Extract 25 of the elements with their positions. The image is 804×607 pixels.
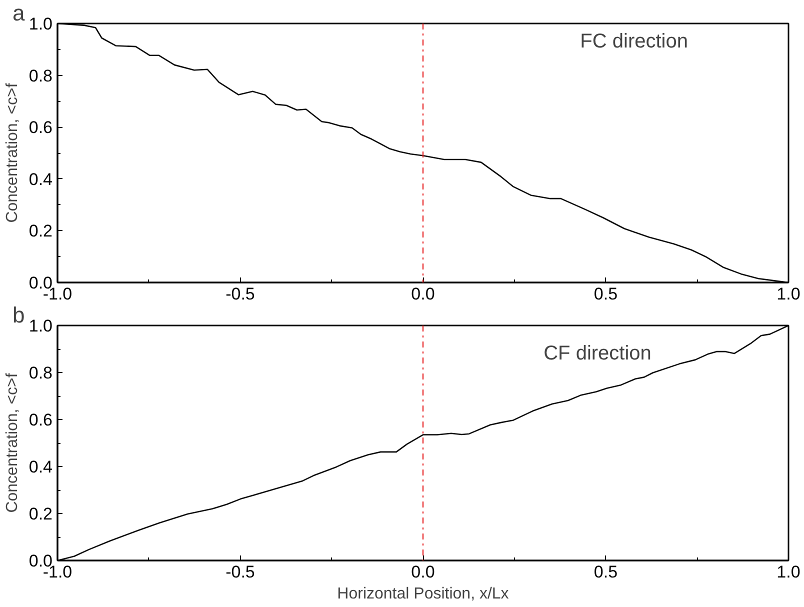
y-tick-label: 0.8 — [28, 66, 53, 86]
y-tick-label: 0.4 — [28, 458, 53, 476]
y-tick-label: 1.0 — [28, 316, 53, 336]
chart-title: b — [12, 302, 25, 328]
annotation: FC direction — [580, 30, 688, 53]
annotation: CF direction — [544, 342, 652, 365]
chart-title: a — [12, 0, 26, 26]
y-tick-label: 0.8 — [28, 364, 53, 382]
x-tick-label: -0.5 — [226, 284, 255, 304]
x-tick-label: 0.5 — [594, 562, 618, 582]
x-tick-label: 0.0 — [411, 562, 435, 582]
y-tick-label: 0.2 — [28, 222, 53, 241]
y-axis-title: Concentration, <c>f — [4, 372, 21, 513]
x-tick-label: 0.0 — [411, 284, 435, 304]
x-tick-label: 1.0 — [776, 284, 800, 304]
y-tick-label: 0.6 — [28, 118, 53, 138]
y-tick-label: 0.2 — [28, 504, 53, 524]
x-tick-label: -0.5 — [226, 562, 255, 582]
x-tick-label: 0.5 — [594, 284, 618, 304]
x-tick-label: 1.0 — [776, 562, 800, 582]
x-axis-title: Horizontal Position, x/Lx — [337, 586, 509, 602]
y-axis-title: Concentration, <c>f — [4, 82, 21, 223]
y-tick-label: 0.4 — [28, 170, 53, 189]
y-tick-label: 0.6 — [28, 410, 53, 430]
y-tick-label: 1.0 — [28, 14, 53, 34]
